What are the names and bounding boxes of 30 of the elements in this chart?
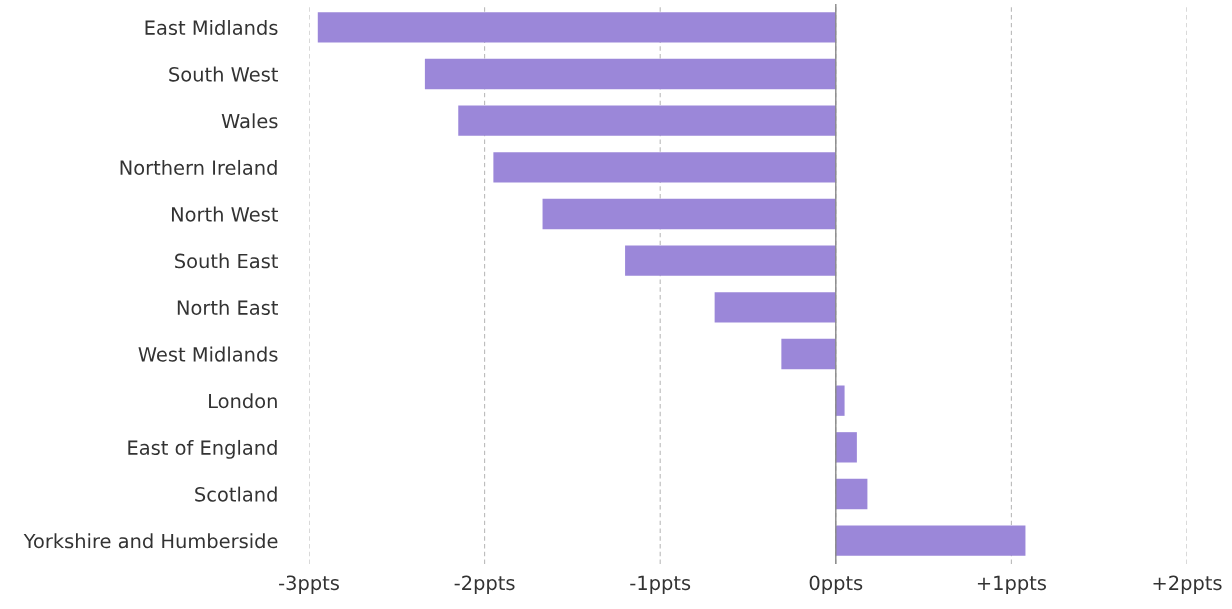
x-tick-label: -1ppts xyxy=(630,575,691,594)
y-tick-label: Scotland xyxy=(195,486,277,502)
y-tick-label: London xyxy=(209,393,277,409)
bar xyxy=(835,385,845,416)
bar xyxy=(781,338,836,370)
y-tick-label: West Midlands xyxy=(138,346,278,362)
y-tick-label: East of England xyxy=(128,439,277,459)
bar xyxy=(835,525,1026,556)
y-tick-label: East Midlands xyxy=(145,19,278,35)
bar xyxy=(317,12,836,43)
y-tick-label: North East xyxy=(177,299,278,315)
bar xyxy=(542,198,836,230)
y-tick-label: Wales xyxy=(221,113,278,129)
y-tick-label: Northern Ireland xyxy=(120,159,277,175)
y-tick-label: South West xyxy=(169,66,278,82)
bar xyxy=(835,478,868,510)
bar xyxy=(493,152,836,183)
bar xyxy=(835,432,857,463)
bar xyxy=(458,105,836,136)
x-tick-label: +1ppts xyxy=(977,575,1046,594)
bar xyxy=(424,58,836,90)
y-tick-label: North West xyxy=(171,206,278,222)
x-tick-label: +2ppts xyxy=(1153,575,1222,594)
x-tick-label: -3ppts xyxy=(279,575,339,594)
y-tick-label: South East xyxy=(175,253,278,269)
bar xyxy=(625,245,836,276)
bar xyxy=(714,292,836,323)
y-tick-label: Yorkshire and Humberside xyxy=(23,533,278,549)
x-tick-label: -2ppts xyxy=(454,575,515,594)
x-tick-label: 0ppts xyxy=(809,575,863,594)
